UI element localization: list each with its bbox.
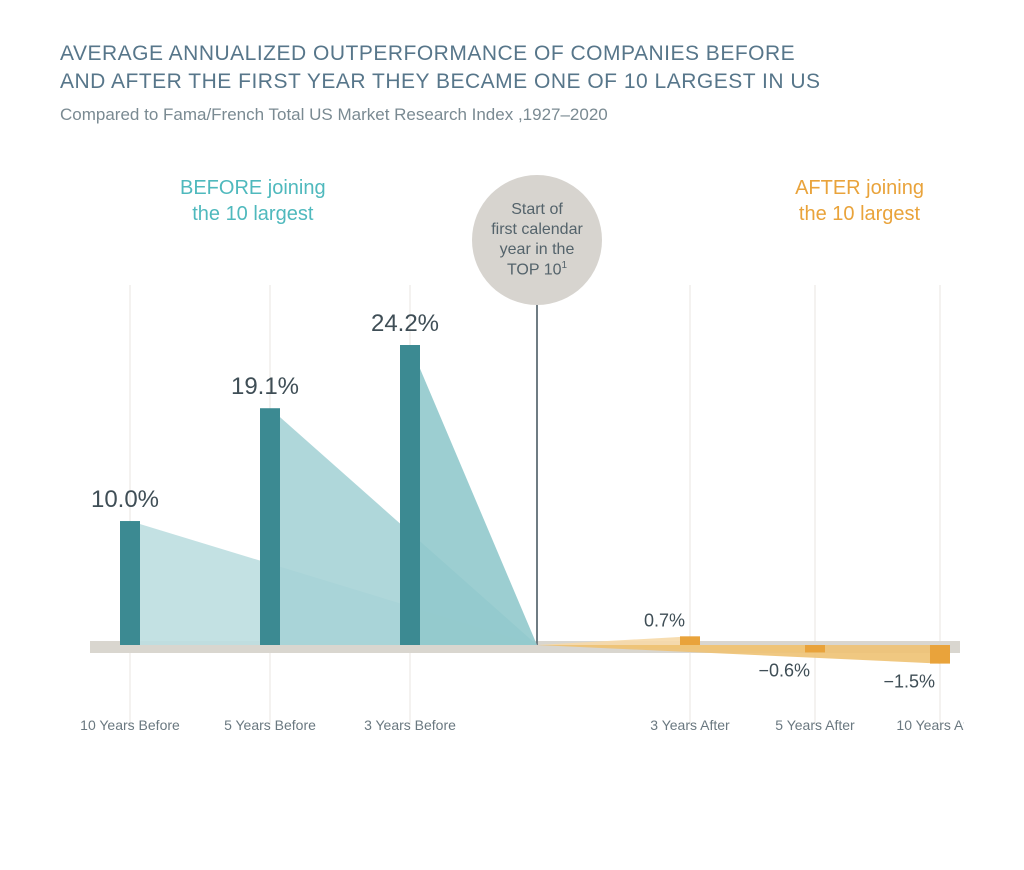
svg-text:10 Years Before: 10 Years Before: [80, 717, 180, 733]
chart-svg: 10.0% 10 Years Before 19.1% 5 Years Before 2…: [60, 275, 964, 765]
chart-title: AVERAGE ANNUALIZED OUTPERFORMANCE OF COM…: [60, 40, 964, 97]
svg-text:−0.6%: −0.6%: [758, 660, 810, 680]
svg-text:10.0%: 10.0%: [91, 486, 159, 513]
svg-text:10 Years After: 10 Years After: [896, 717, 964, 733]
title-line-2: AND AFTER THE FIRST YEAR THEY BECAME ONE…: [60, 70, 821, 93]
chart-subtitle: Compared to Fama/French Total US Market …: [60, 105, 964, 125]
svg-text:19.1%: 19.1%: [231, 373, 299, 400]
legend-after: AFTER joining the 10 largest: [795, 175, 924, 227]
svg-text:−1.5%: −1.5%: [883, 671, 935, 691]
legend-before: BEFORE joining the 10 largest: [180, 175, 326, 227]
outperformance-chart: BEFORE joining the 10 largest AFTER join…: [60, 175, 964, 765]
title-line-1: AVERAGE ANNUALIZED OUTPERFORMANCE OF COM…: [60, 42, 795, 65]
svg-text:3 Years Before: 3 Years Before: [364, 717, 456, 733]
svg-text:0.7%: 0.7%: [644, 610, 685, 630]
center-badge: Start of first calendar year in the TOP …: [472, 175, 602, 305]
svg-text:5 Years After: 5 Years After: [775, 717, 855, 733]
svg-text:5 Years Before: 5 Years Before: [224, 717, 316, 733]
svg-text:24.2%: 24.2%: [371, 310, 439, 337]
svg-text:3 Years After: 3 Years After: [650, 717, 730, 733]
